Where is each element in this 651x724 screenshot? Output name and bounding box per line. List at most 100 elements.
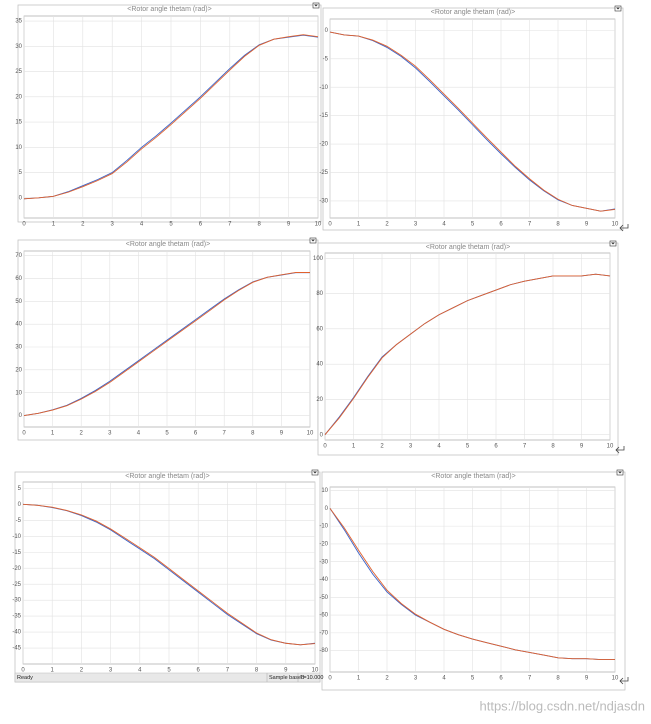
return-arrows (615, 224, 629, 685)
x-tick-label: 6 (499, 222, 503, 228)
x-tick-label: 10 (607, 444, 614, 450)
y-tick-label: 60 (15, 276, 22, 282)
y-tick-label: -30 (12, 598, 21, 604)
x-tick-label: 1 (357, 222, 361, 228)
x-tick-label: 6 (197, 668, 201, 674)
y-tick-label: 40 (15, 322, 22, 328)
y-tick-label: -15 (319, 113, 328, 119)
menu-icon-arrow (311, 239, 315, 242)
x-tick-label: 0 (328, 222, 332, 228)
y-tick-label: 35 (15, 19, 22, 25)
y-tick-label: 0 (325, 506, 329, 512)
x-tick-label: 2 (380, 444, 384, 450)
x-tick-label: 1 (51, 668, 55, 674)
y-tick-label: -60 (319, 613, 328, 619)
x-tick-label: 4 (442, 676, 446, 682)
y-tick-label: -40 (12, 630, 21, 636)
status-text: Sample based (269, 675, 304, 681)
status-text: T=10.000 (300, 675, 323, 681)
x-tick-label: 3 (414, 676, 418, 682)
menu-icon-arrow (618, 471, 622, 474)
x-tick-label: 9 (580, 444, 584, 450)
series-line (22, 503, 316, 646)
chart-title: <Rotor angle thetam (rad)> (126, 241, 210, 248)
x-tick-label: 10 (307, 431, 314, 437)
y-tick-label: -40 (319, 577, 328, 583)
y-tick-label: 30 (15, 345, 22, 351)
y-tick-label: 10 (321, 488, 328, 494)
y-tick-label: 0 (325, 28, 329, 34)
y-tick-label: -10 (319, 524, 328, 530)
y-tick-label: -45 (12, 646, 21, 652)
x-tick-label: 0 (22, 222, 26, 228)
y-tick-label: 20 (15, 367, 22, 373)
y-tick-label: -35 (12, 614, 21, 620)
y-tick-label: 10 (15, 390, 22, 396)
y-tick-label: 0 (320, 432, 324, 438)
y-tick-label: 20 (15, 94, 22, 100)
x-tick-label: 6 (494, 444, 498, 450)
y-tick-label: -50 (319, 595, 328, 601)
chart-title: <Rotor angle thetam (rad)> (127, 6, 211, 13)
x-tick-label: 2 (80, 431, 84, 437)
x-tick-label: 5 (471, 222, 475, 228)
y-tick-label: 25 (15, 69, 22, 75)
y-tick-label: 15 (15, 120, 22, 126)
x-tick-label: 5 (167, 668, 171, 674)
x-tick-label: 7 (228, 222, 232, 228)
x-tick-label: 9 (585, 222, 589, 228)
menu-icon-arrow (313, 471, 317, 474)
y-tick-label: 20 (316, 397, 323, 403)
y-tick-label: 50 (15, 299, 22, 305)
x-tick-label: 7 (226, 668, 230, 674)
x-tick-label: 3 (108, 431, 112, 437)
y-tick-label: 80 (316, 291, 323, 297)
y-tick-label: 0 (19, 195, 23, 201)
x-tick-label: 0 (22, 431, 26, 437)
menu-icon-arrow (616, 7, 620, 10)
x-tick-label: 10 (612, 676, 619, 682)
menu-icon-arrow (314, 4, 318, 7)
series-line (329, 508, 615, 660)
x-tick-label: 9 (284, 668, 288, 674)
y-tick-label: -10 (12, 534, 21, 540)
x-tick-label: 2 (80, 668, 84, 674)
y-tick-label: -25 (319, 170, 328, 176)
x-tick-label: 2 (81, 222, 85, 228)
y-tick-label: -70 (319, 630, 328, 636)
x-tick-label: 9 (280, 431, 284, 437)
y-tick-label: 40 (316, 362, 323, 368)
x-tick-label: 7 (528, 222, 532, 228)
y-tick-label: 60 (316, 326, 323, 332)
y-tick-label: 5 (19, 170, 23, 176)
x-tick-label: 7 (223, 431, 227, 437)
series-line (329, 31, 616, 212)
y-tick-label: -5 (323, 56, 329, 62)
x-tick-label: 4 (442, 222, 446, 228)
status-text: Ready (17, 675, 33, 681)
chart-title: <Rotor angle thetam (rad)> (125, 473, 209, 480)
chart-panel: <Rotor angle thetam (rad)> 0 1 2 3 4 5 6 7 8 9 10 0 1… (15, 237, 319, 441)
x-tick-label: 6 (199, 222, 203, 228)
x-tick-label: 5 (165, 431, 169, 437)
x-tick-label: 9 (287, 222, 291, 228)
x-tick-label: 4 (138, 668, 142, 674)
y-tick-label: -30 (319, 199, 328, 205)
y-tick-label: 5 (18, 486, 22, 492)
x-tick-label: 9 (585, 676, 589, 682)
status-bar-bg (14, 672, 321, 683)
x-tick-label: 0 (323, 444, 327, 450)
y-tick-label: 30 (15, 44, 22, 50)
chart-title: <Rotor angle thetam (rad)> (431, 9, 515, 16)
menu-icon-arrow (611, 242, 615, 245)
chart-panel: <Rotor angle thetam (rad)> 0 1 2 3 4 5 6 7 8 9 10 10… (319, 469, 626, 691)
y-tick-label: 0 (19, 413, 23, 419)
x-tick-label: 8 (551, 444, 555, 450)
x-tick-label: 2 (385, 222, 389, 228)
x-tick-label: 0 (328, 676, 332, 682)
x-tick-label: 10 (312, 668, 319, 674)
chart-panel: <Rotor angle thetam (rad)> 0 1 2 3 4 5 6 7 8 9 10 5 0… (12, 469, 321, 683)
series-line (23, 34, 319, 200)
x-tick-label: 6 (194, 431, 198, 437)
